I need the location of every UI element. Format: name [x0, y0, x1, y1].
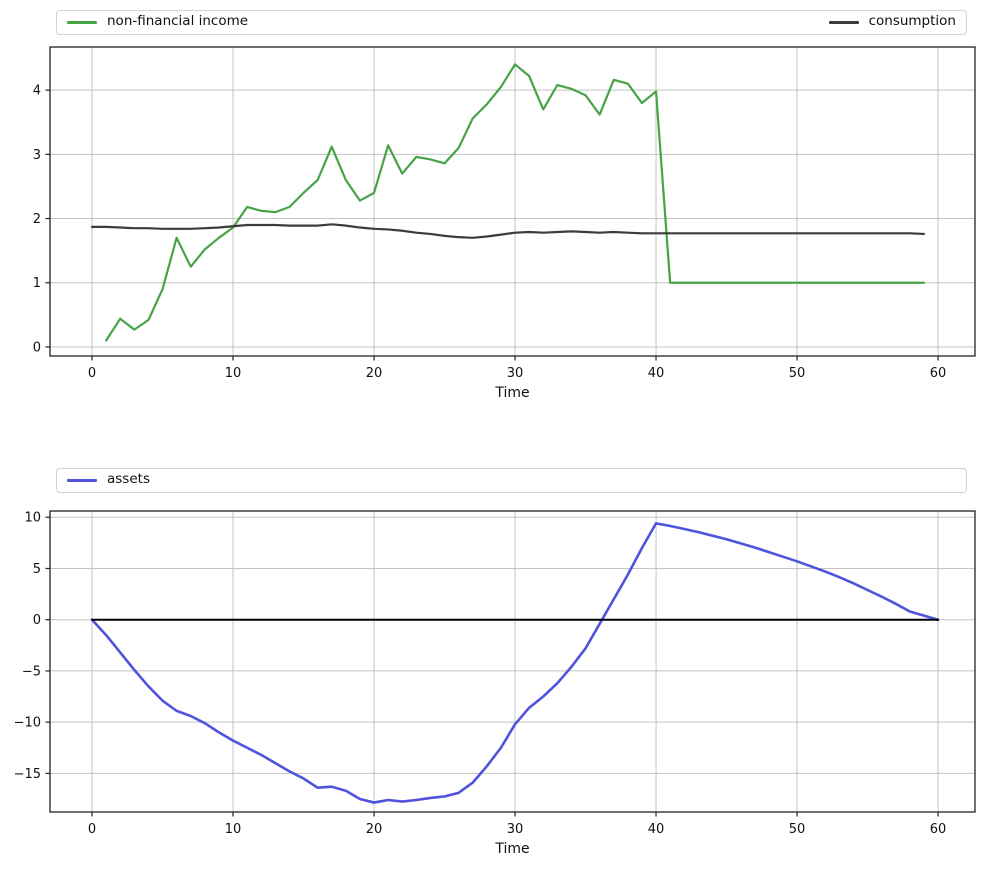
legend-label-nonfinancial-income: non-financial income [107, 13, 249, 30]
x-tick-label: 30 [507, 822, 524, 837]
y-tick-label: 1 [33, 276, 41, 291]
non-financial-income-line [105, 63, 926, 342]
x-tick-label: 60 [930, 822, 947, 837]
plot-border [49, 46, 976, 357]
bottom-chart-legend: assets [56, 468, 967, 493]
assets-line-swatch [67, 479, 97, 482]
x-tick-label: 60 [930, 366, 947, 381]
legend-item-nonfinancial-income: non-financial income [67, 15, 248, 30]
x-tick-label: 20 [366, 366, 383, 381]
x-axis-label: Time [494, 841, 529, 857]
x-tick-label: 0 [88, 366, 96, 381]
y-tick-label: −15 [14, 767, 41, 782]
x-axis-label: Time [494, 385, 529, 401]
x-tick-label: 10 [225, 822, 242, 837]
legend-item-assets: assets [67, 473, 150, 488]
y-tick-label: 0 [33, 340, 41, 355]
y-tick-label: 10 [24, 511, 41, 526]
consumption-line-swatch [828, 21, 859, 24]
legend-item-consumption: consumption [828, 13, 956, 30]
plot-border [49, 510, 976, 813]
y-tick-label: −10 [14, 716, 41, 731]
x-tick-label: 50 [789, 366, 806, 381]
legend-label-assets: assets [107, 471, 150, 488]
y-tick-label: 4 [33, 84, 41, 99]
x-tick-label: 30 [507, 366, 524, 381]
top-chart-legend: non-financial income consumption [56, 10, 967, 35]
x-tick-label: 50 [789, 822, 806, 837]
consumption-line [90, 223, 926, 239]
y-tick-label: 2 [33, 212, 41, 227]
income-line-swatch [67, 21, 97, 24]
y-tick-label: 3 [33, 148, 41, 163]
x-tick-label: 0 [88, 822, 96, 837]
assets-line [90, 522, 940, 804]
y-tick-label: −5 [22, 664, 41, 679]
y-tick-label: 5 [33, 562, 41, 577]
x-tick-label: 40 [648, 822, 665, 837]
legend-label-consumption: consumption [868, 13, 956, 30]
x-tick-label: 40 [648, 366, 665, 381]
x-tick-label: 10 [225, 366, 242, 381]
y-tick-label: 0 [33, 613, 41, 628]
x-tick-label: 20 [366, 822, 383, 837]
